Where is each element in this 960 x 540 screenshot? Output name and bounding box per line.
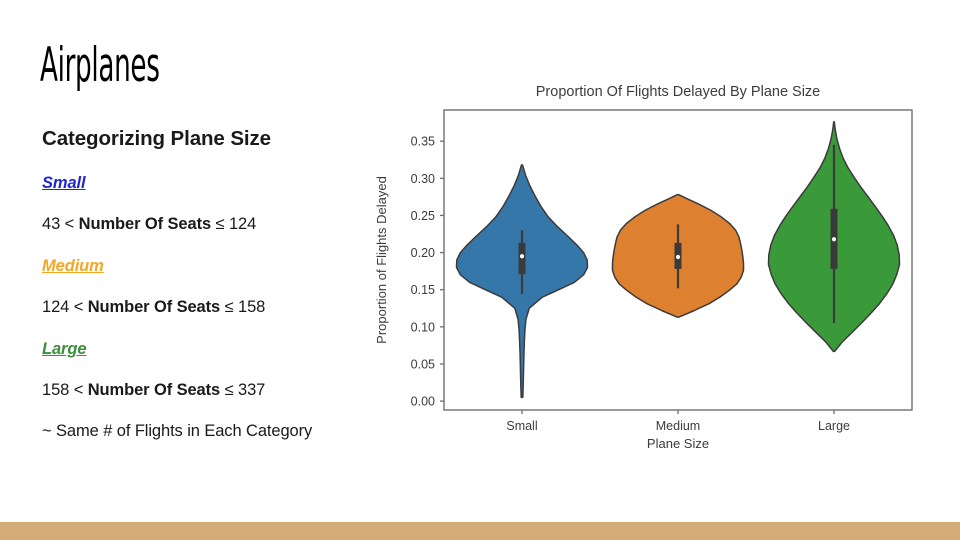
bottom-accent-bar [0, 522, 960, 540]
y-tick-label: 0.00 [411, 395, 435, 409]
y-tick-label: 0.15 [411, 283, 435, 297]
slide-text-column: Airplanes Categorizing Plane Size Small … [40, 42, 380, 441]
range-prefix-large: 158 < [42, 381, 88, 399]
section-heading: Categorizing Plane Size [42, 127, 271, 150]
category-range-medium: 124 < Number Of Seats ≤ 158 [42, 298, 380, 317]
range-suffix-small: ≤ 124 [211, 215, 257, 233]
quartile-box-small [518, 242, 526, 275]
x-tick-label-medium: Medium [656, 419, 700, 433]
y-tick-label: 0.10 [411, 320, 435, 334]
chart-title: Proportion Of Flights Delayed By Plane S… [536, 84, 821, 100]
category-label-small[interactable]: Small [42, 174, 86, 192]
y-tick-label: 0.20 [411, 246, 435, 260]
category-label-medium[interactable]: Medium [42, 257, 104, 275]
range-suffix-medium: ≤ 158 [220, 298, 266, 316]
category-label-large[interactable]: Large [42, 340, 87, 358]
range-suffix-large: ≤ 337 [220, 381, 266, 399]
x-tick-label-small: Small [506, 419, 537, 433]
violin-chart: Proportion Of Flights Delayed By Plane S… [370, 78, 940, 468]
y-tick-label: 0.25 [411, 209, 435, 223]
x-tick-label-large: Large [818, 419, 850, 433]
median-marker-medium [675, 254, 681, 260]
range-term-large: Number Of Seats [87, 381, 221, 399]
median-marker-large [831, 237, 837, 242]
median-marker-small [519, 254, 525, 259]
category-range-small: 43 < Number Of Seats ≤ 124 [42, 215, 380, 234]
y-axis-label: Proportion of Flights Delayed [374, 176, 389, 344]
range-term-small: Number Of Seats [78, 215, 212, 233]
y-tick-label: 0.30 [411, 172, 435, 186]
page-title: Airplanes [40, 38, 160, 93]
range-term-medium: Number Of Seats [87, 298, 221, 316]
category-range-large: 158 < Number Of Seats ≤ 337 [42, 381, 380, 400]
x-axis-label: Plane Size [647, 436, 709, 451]
summary-note: ~ Same # of Flights in Each Category [42, 422, 313, 440]
y-tick-label: 0.35 [411, 135, 435, 149]
range-prefix-medium: 124 < [42, 298, 88, 316]
y-tick-label: 0.05 [411, 357, 435, 371]
range-prefix-small: 43 < [42, 215, 79, 233]
violin-chart-svg: Proportion Of Flights Delayed By Plane S… [374, 84, 913, 451]
